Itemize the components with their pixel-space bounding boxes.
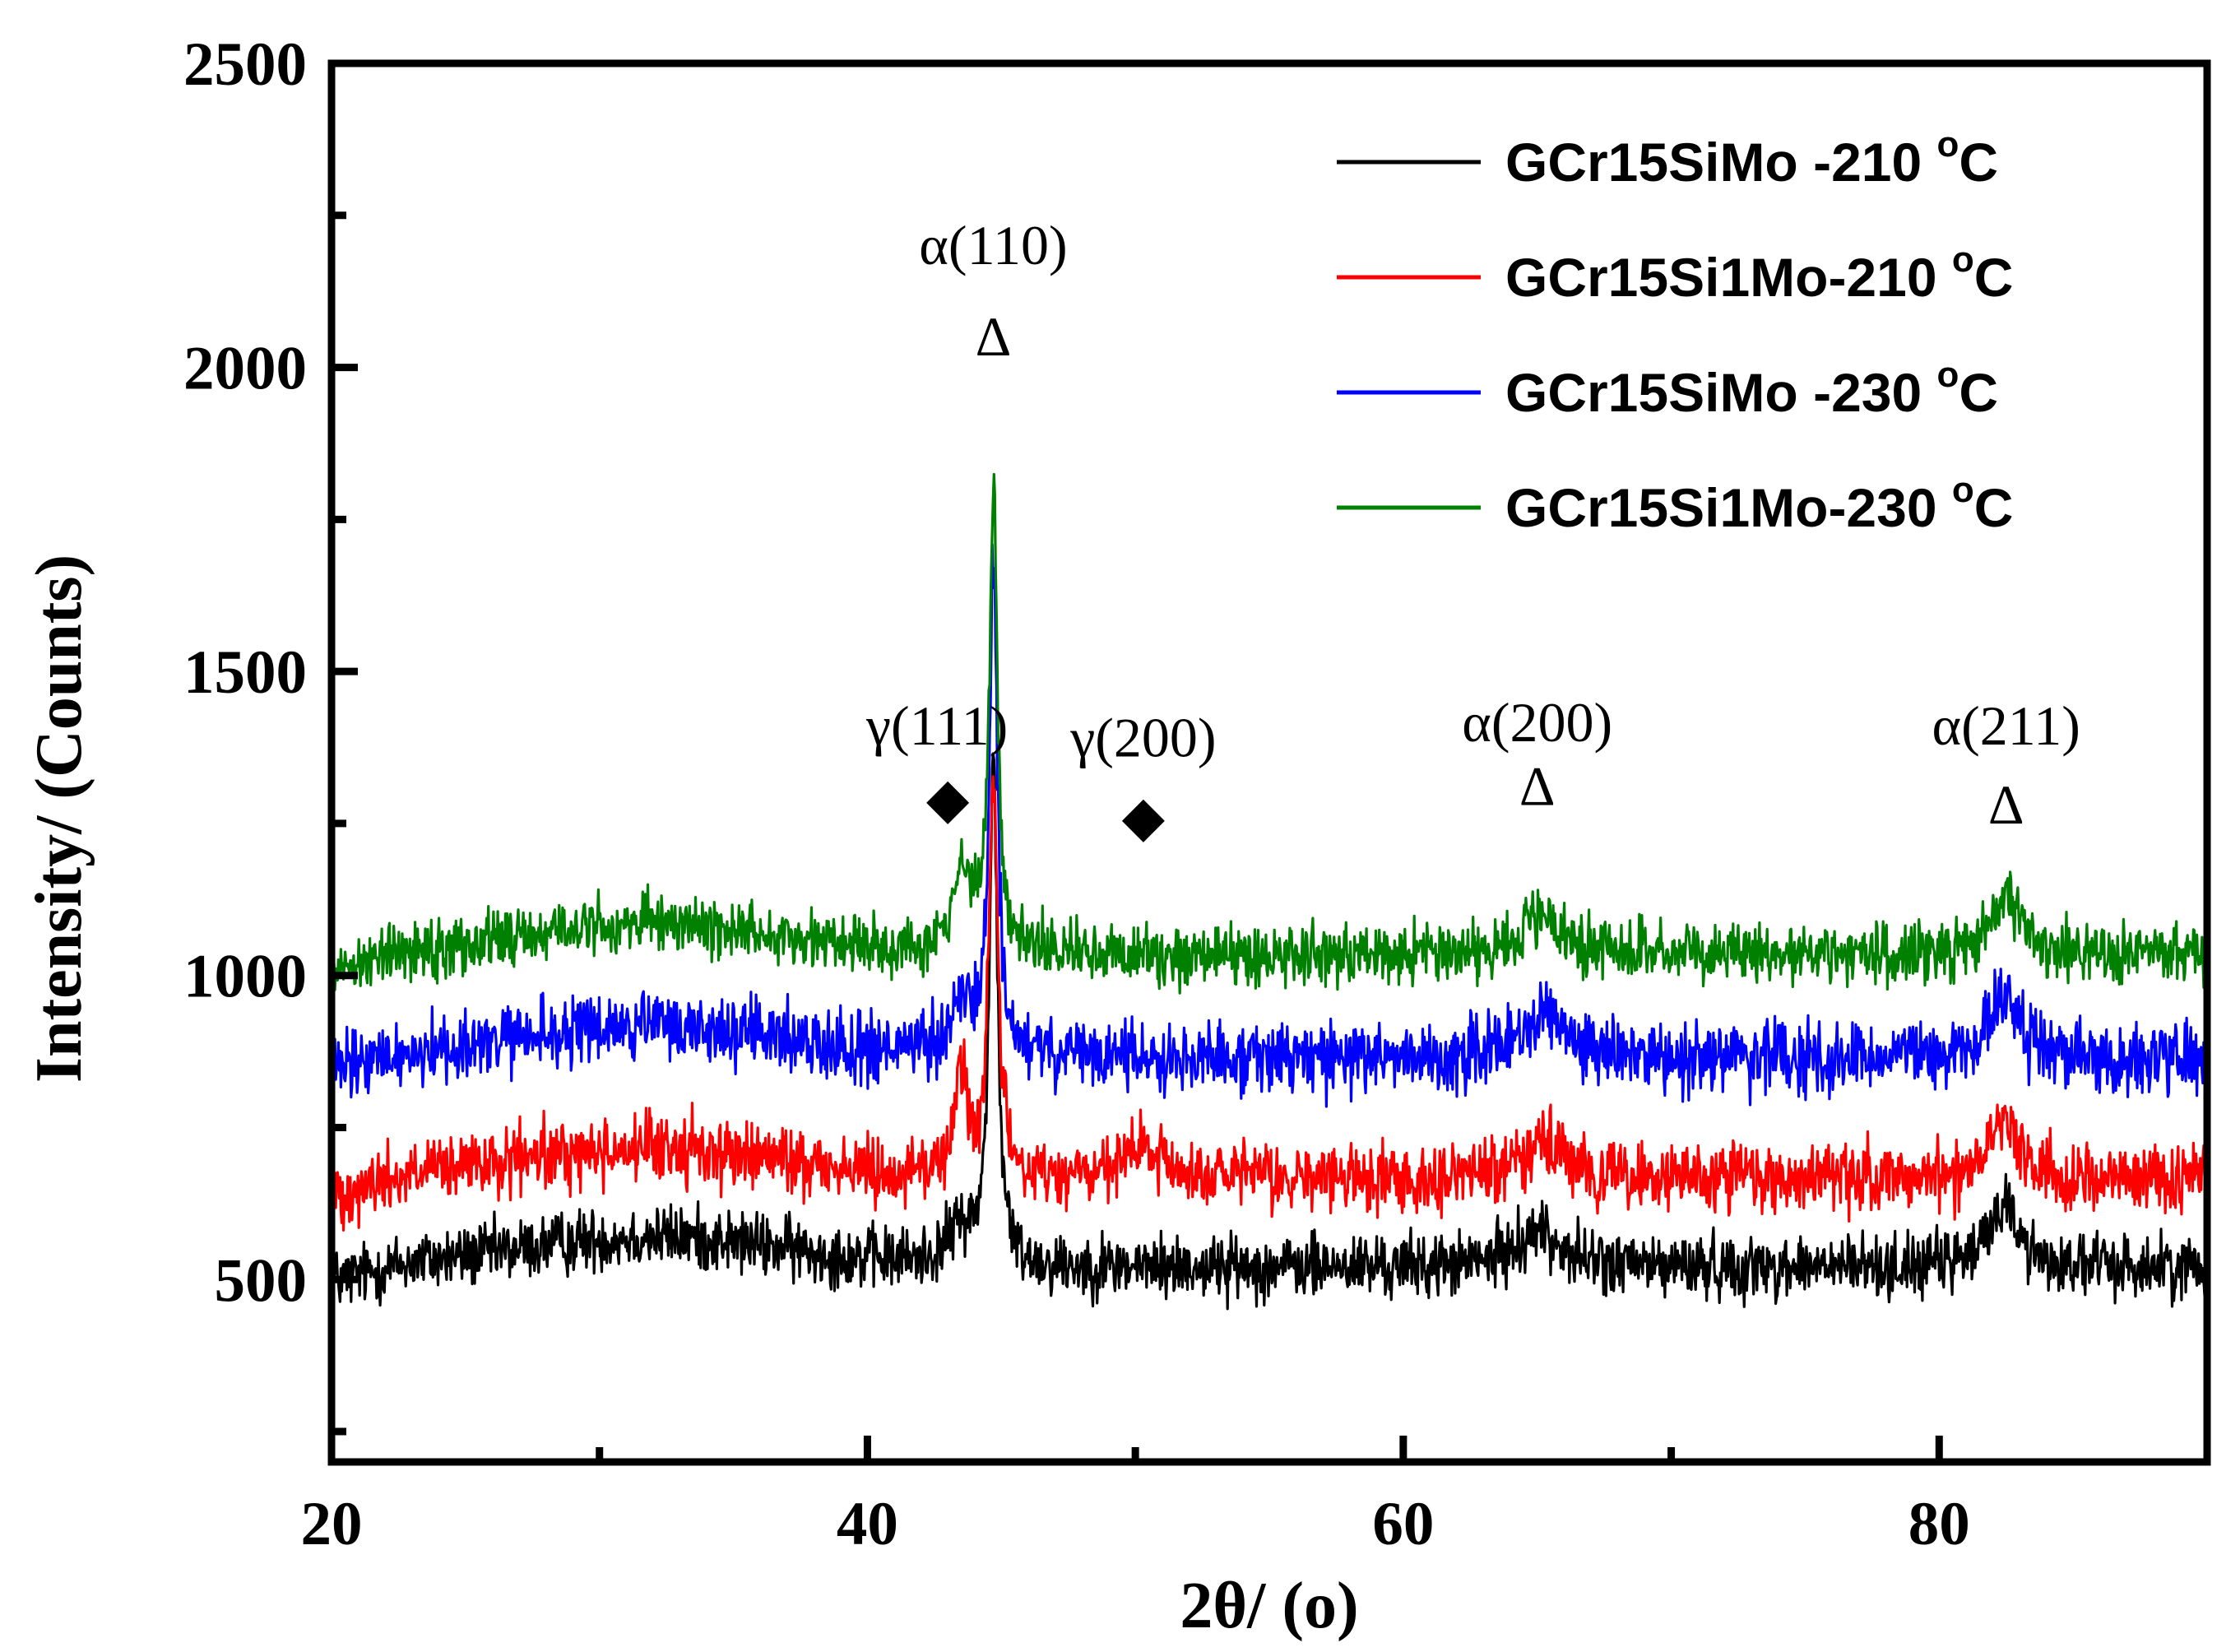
series-line-3 [330,543,2209,1108]
gamma-200-marker: ◆ [1122,786,1166,848]
series-line-4 [330,472,2209,995]
x-tick-label: 40 [837,1490,898,1558]
series-layer [330,472,2209,1311]
y-tick-label: 1500 [183,638,307,707]
legend-label-2: GCr15Si1Mo-210 oC [1505,239,2013,308]
alpha-200-marker: Δ [1519,755,1556,818]
y-tick-label: 500 [215,1246,308,1315]
plot-frame [327,59,2211,1466]
ticks-layer: 20 40 60 80 500 1000 1500 2000 2500 [183,30,1970,1558]
y-tick-label: 2500 [183,30,307,99]
series-line-1 [330,752,2209,1311]
y-tick-label: 1000 [183,943,307,1011]
x-axis-title: 2θ/ (o) [1180,1570,1358,1642]
x-tick-label: 20 [301,1490,363,1558]
legend-label-1: GCr15SiMo -210 oC [1505,124,1998,193]
y-tick-label: 2000 [183,335,307,403]
gamma-111-label: γ(111) [865,694,1008,757]
legend-label-4: GCr15Si1Mo-230 oC [1505,470,2013,538]
alpha-200-label: α(200) [1462,691,1612,754]
legend: GCr15SiMo -210 oC GCr15Si1Mo-210 oC GCr15S… [1337,124,2013,538]
alpha-110-marker: Δ [976,305,1012,368]
alpha-110-label: α(110) [919,214,1067,276]
y-axis-title: Intensity/ (Counts) [23,555,95,1083]
legend-label-3: GCr15SiMo -230 oC [1505,355,1998,423]
gamma-111-marker: ◆ [926,768,970,830]
alpha-211-label: α(211) [1932,694,2080,757]
annotations: α(110)Δγ(111)◆γ(200)◆α(200)Δα(211)Δ [865,214,2080,848]
x-tick-label: 60 [1372,1490,1434,1558]
alpha-211-marker: Δ [1988,773,2024,836]
series-line-2 [330,775,2209,1232]
gamma-200-label: γ(200) [1069,707,1216,769]
x-tick-label: 80 [1908,1490,1970,1558]
